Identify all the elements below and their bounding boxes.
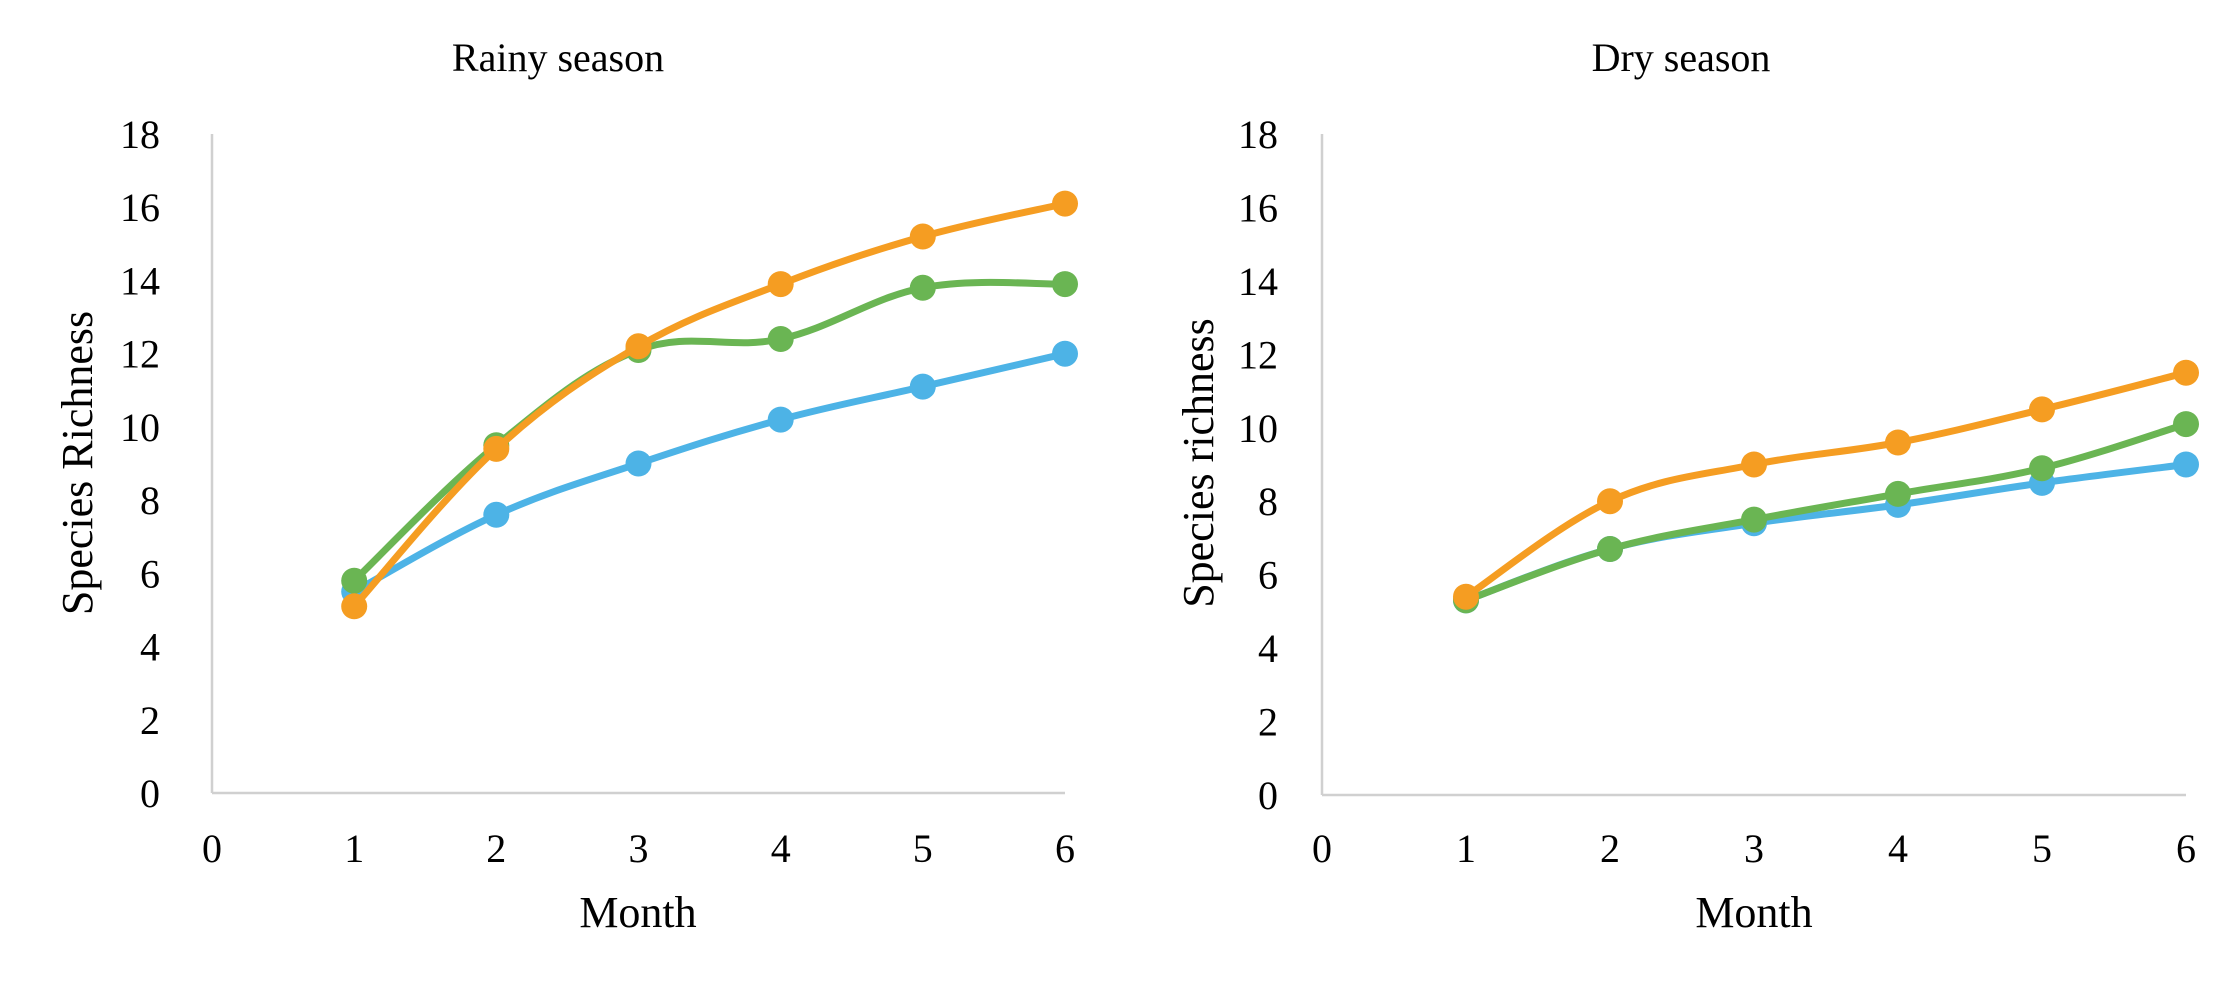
series-line [1462,369,2190,601]
data-point [1885,429,1911,456]
chart-title: Rainy season [452,35,664,80]
x-tick-label: 6 [2176,826,2196,871]
data-point [909,373,936,400]
y-axis-label: Species Richness [53,311,102,615]
x-tick-label: 3 [1744,826,1764,871]
y-tick-label: 16 [120,185,160,230]
y-tick-label: 8 [1258,479,1278,524]
series-line [350,350,1069,596]
y-tick-label: 14 [120,258,160,303]
x-tick-label: 0 [1312,826,1332,871]
x-tick-label: 0 [202,826,222,871]
data-point [483,501,510,528]
x-tick-labels: 0 1 2 3 4 5 6 [202,826,1075,871]
x-tick-label: 3 [629,826,649,871]
x-tick-label: 4 [1888,826,1908,871]
series-1 [341,340,1078,605]
y-tick-label: 12 [120,332,160,377]
x-axis-label: Month [1695,888,1812,937]
data-point [341,567,368,594]
x-tick-label: 6 [1055,826,1075,871]
data-point [341,593,368,620]
y-tick-label: 0 [1258,773,1278,818]
chart-dry-season: Dry season Month Species richness 0 2 4 6 8 1… [1174,35,2199,937]
data-point [1885,480,1911,507]
data-point [909,223,936,250]
data-point [1741,506,1767,533]
chart-title: Dry season [1592,35,1771,80]
y-tick-label: 2 [140,698,160,743]
x-tick-label: 2 [486,826,506,871]
data-point [2173,451,2199,478]
series-3 [341,190,1078,620]
x-tick-label: 5 [2032,826,2052,871]
data-point [767,326,794,352]
series-1 [1453,451,2199,614]
data-point [1597,488,1623,515]
series-line [1462,420,2190,604]
y-tick-label: 4 [140,625,160,670]
y-tick-label: 16 [1238,185,1278,230]
y-tick-label: 0 [140,771,160,816]
data-point [1597,536,1623,562]
y-axis-label: Species richness [1174,318,1223,608]
series-3 [1453,359,2199,610]
data-point [1453,583,1479,610]
x-tick-label: 1 [344,826,364,871]
series-line [350,200,1069,610]
series-group [1453,359,2199,614]
y-tick-label: 18 [120,112,160,157]
data-point [625,333,652,360]
y-tick-label: 14 [1238,259,1278,304]
data-point [2173,411,2199,438]
y-tick-label: 10 [120,405,160,450]
y-tick-labels: 0 2 4 6 8 10 12 14 16 18 [1238,112,1278,818]
y-tick-label: 6 [140,551,160,596]
y-tick-label: 18 [1238,112,1278,157]
series-2 [341,271,1078,594]
data-point [2173,359,2199,386]
x-tick-label: 4 [771,826,791,871]
x-axis-label: Month [579,888,696,937]
data-point [625,450,652,477]
data-point [1741,451,1767,478]
y-tick-label: 12 [1238,332,1278,377]
series-group [341,190,1078,620]
y-tick-label: 4 [1258,626,1278,671]
data-point [1052,271,1078,298]
x-tick-labels: 0 1 2 3 4 5 6 [1312,826,2196,871]
y-tick-labels: 0 2 4 6 8 10 12 14 16 18 [120,112,160,816]
data-point [2029,396,2055,423]
data-point [1052,340,1078,367]
y-tick-label: 2 [1258,700,1278,745]
y-tick-label: 6 [1258,553,1278,598]
data-point [483,435,510,462]
x-tick-label: 1 [1456,826,1476,871]
series-line [1462,461,2190,604]
data-point [909,274,936,301]
data-point [1052,190,1078,217]
y-tick-label: 8 [140,478,160,523]
x-tick-label: 2 [1600,826,1620,871]
data-point [767,406,794,433]
y-tick-label: 10 [1238,406,1278,451]
data-point [2029,455,2055,482]
chart-rainy-season: Rainy season Month Species Richness 0 2 4 6… [53,35,1078,937]
x-tick-label: 5 [913,826,933,871]
data-point [767,271,794,298]
